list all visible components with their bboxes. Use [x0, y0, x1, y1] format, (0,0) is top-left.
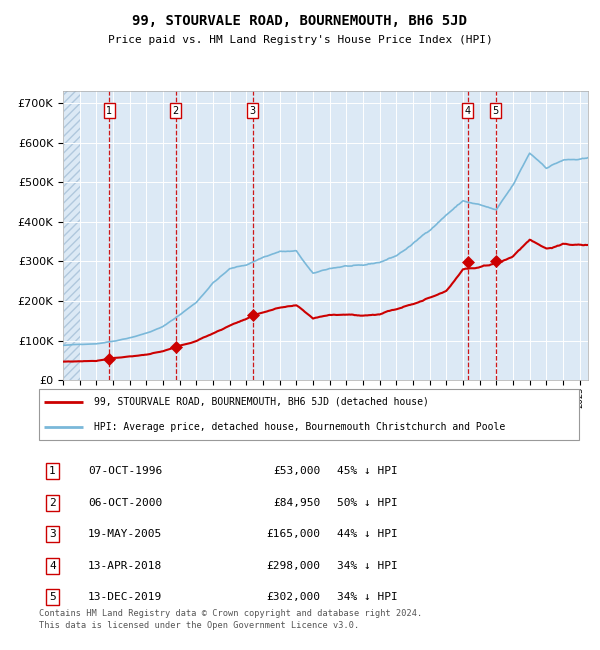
Text: Price paid vs. HM Land Registry's House Price Index (HPI): Price paid vs. HM Land Registry's House … [107, 35, 493, 46]
Text: Contains HM Land Registry data © Crown copyright and database right 2024.
This d: Contains HM Land Registry data © Crown c… [38, 609, 422, 630]
Text: 45% ↓ HPI: 45% ↓ HPI [337, 466, 397, 476]
Text: £84,950: £84,950 [273, 498, 320, 508]
Text: 2: 2 [173, 106, 179, 116]
Text: 3: 3 [49, 529, 56, 539]
Text: 34% ↓ HPI: 34% ↓ HPI [337, 561, 397, 571]
Text: 44% ↓ HPI: 44% ↓ HPI [337, 529, 397, 539]
Text: £298,000: £298,000 [266, 561, 320, 571]
Text: 99, STOURVALE ROAD, BOURNEMOUTH, BH6 5JD: 99, STOURVALE ROAD, BOURNEMOUTH, BH6 5JD [133, 14, 467, 28]
Text: HPI: Average price, detached house, Bournemouth Christchurch and Poole: HPI: Average price, detached house, Bour… [94, 422, 505, 432]
Text: 19-MAY-2005: 19-MAY-2005 [88, 529, 163, 539]
Text: 2: 2 [49, 498, 56, 508]
Text: £302,000: £302,000 [266, 592, 320, 602]
Text: 13-APR-2018: 13-APR-2018 [88, 561, 163, 571]
Text: 99, STOURVALE ROAD, BOURNEMOUTH, BH6 5JD (detached house): 99, STOURVALE ROAD, BOURNEMOUTH, BH6 5JD… [94, 396, 428, 407]
FancyBboxPatch shape [38, 389, 580, 440]
Text: 4: 4 [464, 106, 471, 116]
Text: 06-OCT-2000: 06-OCT-2000 [88, 498, 163, 508]
Text: 5: 5 [49, 592, 56, 602]
Text: 3: 3 [250, 106, 256, 116]
Text: 34% ↓ HPI: 34% ↓ HPI [337, 592, 397, 602]
Text: 1: 1 [49, 466, 56, 476]
Text: 07-OCT-1996: 07-OCT-1996 [88, 466, 163, 476]
Text: £53,000: £53,000 [273, 466, 320, 476]
Text: 1: 1 [106, 106, 112, 116]
Text: 4: 4 [49, 561, 56, 571]
Text: £165,000: £165,000 [266, 529, 320, 539]
Text: 50% ↓ HPI: 50% ↓ HPI [337, 498, 397, 508]
Text: 13-DEC-2019: 13-DEC-2019 [88, 592, 163, 602]
Text: 5: 5 [493, 106, 499, 116]
